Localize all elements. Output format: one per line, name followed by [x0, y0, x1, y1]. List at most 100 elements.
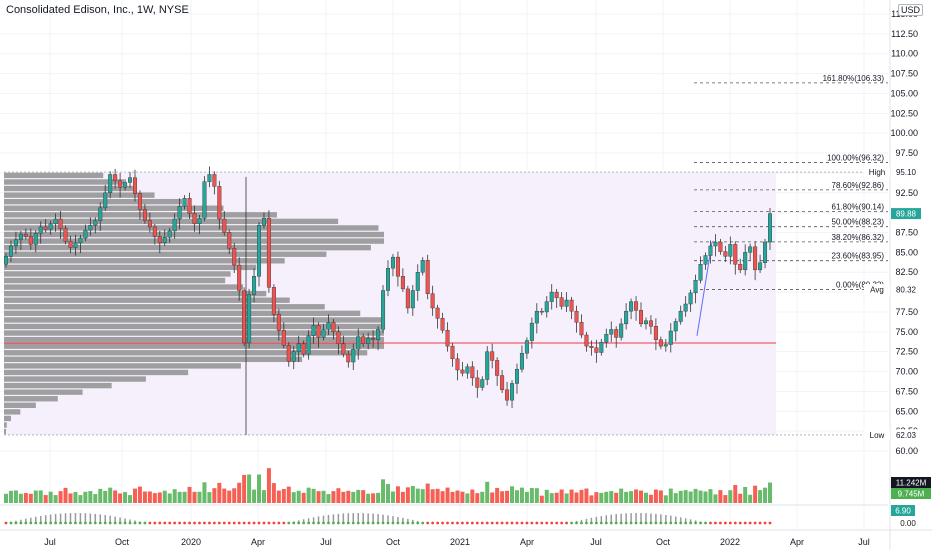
osc-dot [29, 521, 33, 525]
candle-body [405, 288, 410, 309]
candle-body [400, 276, 405, 290]
avg-tag [891, 284, 921, 296]
osc-dot [609, 521, 613, 525]
time-tick-label: Jul [590, 537, 602, 547]
volume-bar [688, 491, 693, 503]
price-tick-label: 77.50 [895, 307, 918, 317]
candle-body [544, 301, 549, 313]
volume-bar [281, 488, 286, 503]
candle-body [708, 245, 713, 256]
currency-label[interactable]: USD [898, 4, 924, 16]
volume-bar [733, 485, 738, 503]
volume-bar [336, 488, 341, 503]
candle-body [579, 322, 584, 336]
osc-dot [163, 521, 167, 525]
volume-bar [539, 495, 544, 503]
osc-dot [699, 521, 702, 525]
candle-body [594, 347, 599, 353]
volume-value: 11.242M [896, 479, 927, 488]
time-axis[interactable]: Jul Oct 2020 Apr Jul Oct 2021 Apr Jul Oct 2022 Apr J… [0, 529, 932, 547]
volume-bar [157, 492, 162, 503]
osc-dot [421, 521, 425, 525]
oscillator-series: 6.90 0.00 [0, 504, 916, 528]
candle-body [58, 218, 63, 229]
volume-bar [142, 491, 147, 503]
volume-bar [4, 493, 8, 503]
volume-bar [415, 488, 420, 503]
candle-body [549, 291, 554, 302]
candlestick-series [3, 166, 773, 435]
candle-body [753, 246, 758, 271]
volume-profile-bin [4, 317, 384, 323]
candle-body [103, 192, 108, 209]
osc-dot [351, 521, 355, 525]
osc-dot [198, 521, 201, 525]
candle-body [599, 341, 604, 353]
candle-body [341, 343, 346, 355]
osc-dot [550, 521, 554, 525]
osc-dot [232, 521, 236, 525]
candle-body [683, 303, 688, 312]
fib-level-label: 0.00%(80.32) [836, 281, 884, 290]
volume-bar [232, 488, 237, 503]
candle-body [639, 310, 644, 325]
volume-bar [624, 491, 629, 503]
volume-bar [648, 494, 653, 503]
volume-profile-bin [4, 238, 384, 244]
candle-body [539, 310, 544, 313]
time-tick-label: Jul [320, 537, 332, 547]
volume-profile-bin [4, 409, 21, 415]
volume-bar [341, 491, 346, 503]
volume-bar [395, 486, 400, 503]
osc-dot [723, 521, 727, 525]
volume-profile-bin [4, 205, 224, 211]
volume-bar [128, 495, 133, 503]
volume-profile-bin [4, 297, 290, 303]
candle-body [38, 226, 43, 234]
osc-dot [193, 521, 196, 525]
price-tick-label: 112.50 [891, 29, 918, 39]
volume-bar [673, 493, 678, 503]
candle-body [48, 223, 53, 230]
volume-bar [569, 489, 574, 503]
volume-bar [708, 489, 713, 503]
candle-body [237, 264, 242, 291]
volume-bar [266, 468, 271, 503]
price-axis[interactable]: 60.0062.5065.0067.5070.0072.5075.0077.50… [889, 0, 918, 550]
fibonacci-retracement[interactable]: 161.80%(106.33) 100.00%(96.32) 78.60%(92.8… [694, 74, 888, 336]
volume-profile-bin [4, 212, 277, 218]
volume-bar [103, 490, 108, 503]
price-tick-label: 102.50 [890, 108, 918, 118]
volume-bar [252, 489, 257, 503]
candle-body [604, 334, 609, 343]
osc-dot [664, 521, 668, 525]
osc-dot [212, 521, 216, 525]
osc-dot [649, 521, 653, 525]
volume-bar [579, 489, 584, 503]
volume-bar [301, 492, 306, 503]
volume-bar [534, 488, 539, 503]
last-price-value: 89.88 [896, 210, 917, 219]
volume-bar [296, 490, 301, 503]
candle-body [316, 325, 321, 338]
volume-bar [18, 493, 23, 503]
volume-bar [470, 489, 475, 503]
volume-profile-bin [4, 225, 379, 231]
candle-body [177, 206, 182, 220]
volume-bar [88, 491, 93, 503]
volume-profile-bin [4, 376, 146, 382]
volume-bar [713, 494, 718, 503]
osc-dot [639, 521, 643, 525]
volume-bar [574, 492, 579, 503]
candle-body [118, 180, 123, 188]
volume-bar [222, 488, 227, 503]
volume-bar [544, 489, 549, 503]
candle-body [192, 213, 197, 224]
low-label: Low [870, 431, 885, 440]
candle-body [306, 335, 311, 355]
osc-dot [629, 521, 633, 525]
volume-bar [564, 493, 569, 503]
osc-dot [714, 521, 717, 525]
osc-dot [386, 521, 390, 525]
